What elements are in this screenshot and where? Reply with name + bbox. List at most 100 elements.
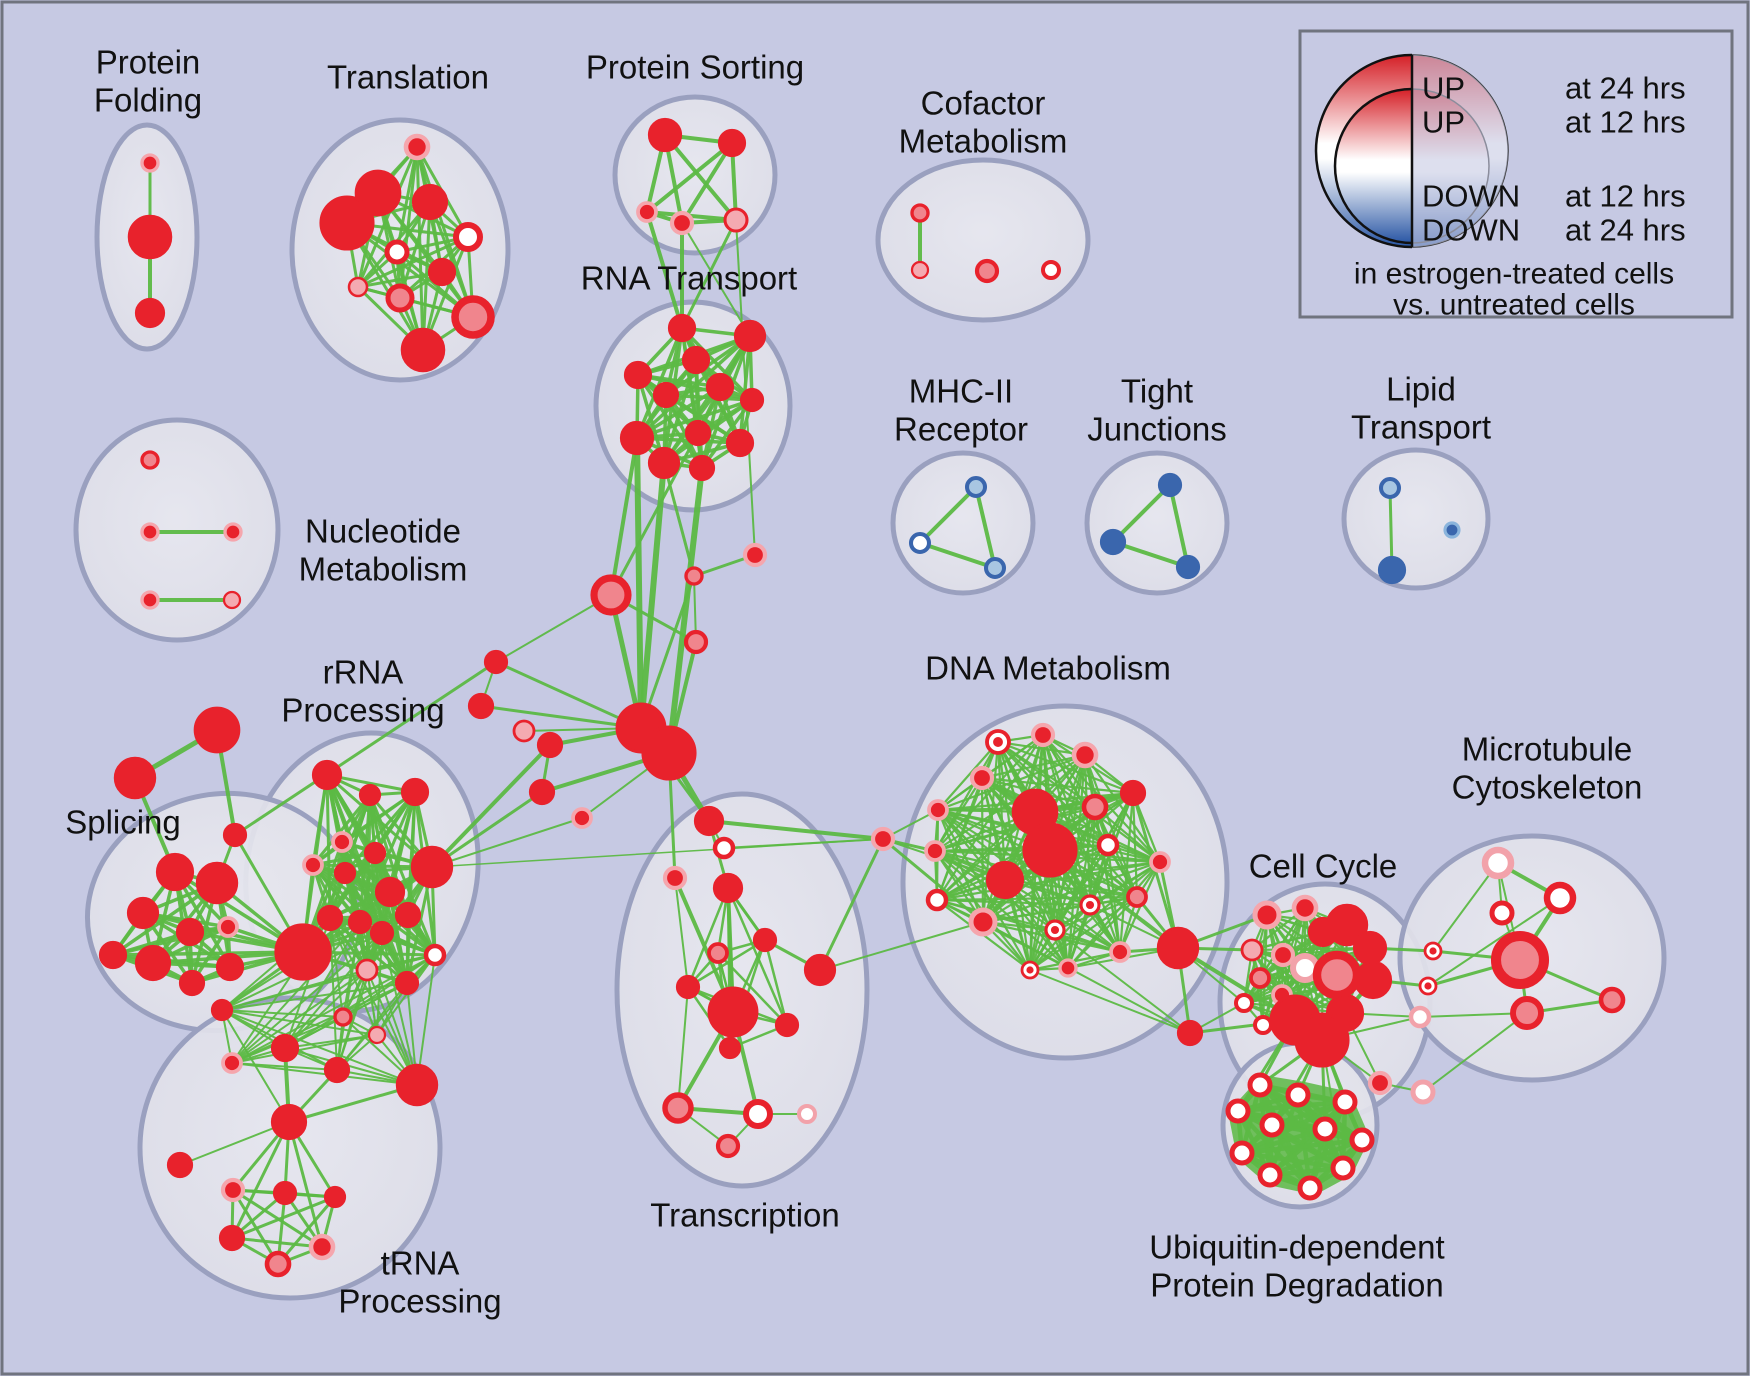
edge (311, 773, 329, 867)
edge (1427, 897, 1561, 987)
gene-node-119-red_pink (715, 1133, 741, 1159)
edge (681, 222, 751, 337)
gene-node-162-pink_white (1410, 1079, 1436, 1105)
gene-node-64-red (175, 917, 205, 947)
gene-node-67-red (134, 944, 172, 982)
gene-node-91-red_pink (333, 1007, 353, 1027)
gene-node-127-pink_red (870, 826, 896, 852)
gene-node-36-pink_red (140, 522, 160, 542)
gene-node-12-red_pink (451, 295, 495, 339)
gene-node-35-red_pink (140, 450, 160, 470)
legend-direction-0: UP (1422, 71, 1465, 106)
gene-node-54-red (641, 725, 697, 781)
edge (231, 921, 361, 1064)
edge (329, 917, 344, 1018)
gene-node-70-red (274, 923, 332, 981)
gene-node-38-pink_red (140, 590, 160, 610)
gene-node-73-red (400, 777, 430, 807)
gene-node-133-pink_red (1149, 851, 1171, 873)
cluster-label-transcription: Transcription (650, 1197, 840, 1234)
gene-node-166-pink_white (1481, 846, 1515, 880)
cluster-label-dna-metabolism: DNA Metabolism (925, 650, 1171, 687)
edge (230, 1120, 291, 1240)
edge (356, 235, 470, 289)
gene-node-65-pink_red (217, 916, 239, 938)
gene-node-132-white (1096, 833, 1120, 857)
cluster-label-tight-junctions: Tight Junctions (1087, 373, 1226, 448)
gene-node-17-pink_red (669, 210, 695, 236)
edge (416, 954, 436, 1086)
cluster-ellipse-tight-junctions (1084, 450, 1230, 596)
gene-node-117-white (743, 1099, 773, 1129)
edge (634, 435, 644, 731)
gene-node-182-white (1330, 1155, 1356, 1181)
edge (982, 921, 1191, 1034)
gene-node-34-red (725, 428, 755, 458)
gene-node-49-pink_red (742, 542, 768, 568)
cluster-label-line: Nucleotide (305, 513, 461, 550)
gene-node-69-red (215, 952, 245, 982)
edge (933, 843, 1110, 853)
edge (735, 219, 756, 556)
edge (1003, 860, 1162, 882)
gene-node-52-red_pink (683, 629, 709, 655)
gene-node-2-red (134, 297, 166, 329)
edge (707, 819, 885, 841)
edge (336, 982, 408, 1071)
gene-node-101-red (323, 1185, 347, 1209)
gene-node-8-white (384, 239, 410, 265)
gene-node-130-pink_red (924, 840, 946, 862)
cluster-label-line: Junctions (1087, 411, 1226, 448)
cluster-label-ubiquitin-degradation: Ubiquitin-dependent Protein Degradation (1149, 1229, 1444, 1304)
cluster-label-line: Metabolism (299, 551, 468, 588)
cluster-label-line: tRNA (381, 1245, 460, 1282)
gene-node-143-red (1176, 1019, 1204, 1047)
cluster-label-line: Protein Sorting (586, 49, 804, 86)
edge (1422, 1012, 1528, 1093)
cluster-label-mhc-ii-receptor: MHC-II Receptor (894, 373, 1028, 448)
cluster-label-line: Cell Cycle (1249, 848, 1398, 885)
edge (1432, 862, 1499, 952)
gene-node-163-center-dot (1429, 947, 1437, 955)
gene-node-10-pink_rim (347, 276, 369, 298)
gene-node-142-red (1156, 926, 1200, 970)
edge (1239, 1126, 1328, 1156)
legend-time-0: at 24 hrs (1565, 71, 1686, 106)
edge (1111, 540, 1190, 569)
edge (221, 1009, 418, 1086)
gene-node-164-center-dot (1424, 982, 1432, 990)
edge (494, 660, 643, 730)
gene-node-6-red (319, 195, 375, 251)
gene-node-5-red (411, 183, 449, 221)
cluster-label-line: Cytoskeleton (1452, 769, 1643, 806)
gene-node-172-white (1247, 1072, 1273, 1098)
legend-caption-line-1: vs. untreated cells (1393, 289, 1635, 322)
gene-node-173-white (1285, 1082, 1311, 1108)
gene-node-76-red (333, 861, 357, 885)
gene-node-121-pink_red (1030, 722, 1056, 748)
gene-node-120-center-dot (993, 737, 1003, 747)
gene-node-41-blue_white (908, 531, 932, 555)
gene-node-123-pink_red (969, 765, 995, 791)
gene-node-14-red (647, 117, 683, 153)
gene-node-48-blue_ring (1443, 521, 1461, 539)
gene-node-15-red (717, 128, 747, 158)
gene-node-114-red (774, 1012, 800, 1038)
gene-node-118-pink_white (797, 1104, 817, 1124)
gene-node-24-red (733, 319, 767, 353)
cluster-label-line: Cofactor (921, 85, 1046, 122)
edge (368, 793, 437, 957)
edge (936, 740, 1000, 812)
edge (356, 145, 419, 289)
edge (663, 133, 738, 222)
edge (1053, 928, 1122, 954)
gene-node-55-red (483, 649, 509, 675)
edge (231, 1188, 280, 1266)
edge (882, 838, 1006, 881)
gene-node-7-white (453, 222, 483, 252)
edge (818, 837, 885, 972)
edge (664, 393, 754, 402)
cluster-label-protein-sorting: Protein Sorting (586, 49, 804, 86)
edge (1235, 1099, 1348, 1114)
